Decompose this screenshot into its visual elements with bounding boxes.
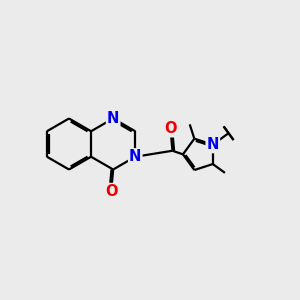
Text: N: N — [107, 111, 119, 126]
Text: O: O — [105, 184, 118, 199]
Text: N: N — [129, 149, 141, 164]
Text: O: O — [165, 122, 177, 136]
Text: N: N — [207, 137, 219, 152]
